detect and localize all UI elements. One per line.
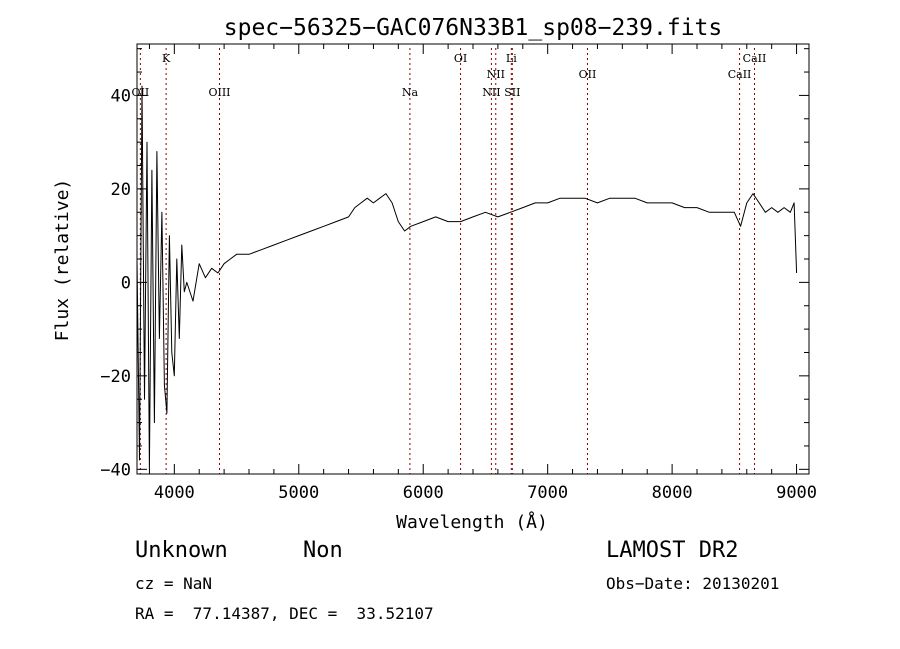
spectral-line-label: OI <box>454 52 467 65</box>
observation-date: Obs−Date: 20130201 <box>606 574 780 593</box>
spectrum-line <box>136 85 798 470</box>
spectral-line-label: Na <box>402 86 419 99</box>
y-tick-label: 20 <box>111 180 131 200</box>
spectral-line-label: K <box>162 52 171 65</box>
spectral-line-label: SII <box>504 86 520 99</box>
spectrum-line-group <box>136 85 798 470</box>
spectral-line-label: OII <box>579 68 597 81</box>
spectral-line-label: NII <box>487 68 505 81</box>
survey-label: LAMOST DR2 <box>606 538 739 563</box>
spectral-line-label: CaII <box>728 68 752 81</box>
spectral-line-label: OIII <box>208 86 230 99</box>
object-subclass: Non <box>303 538 343 563</box>
y-axis-label: Flux (relative) <box>52 179 73 342</box>
chart-title: spec−56325−GAC076N33B1_sp08−239.fits <box>224 15 723 41</box>
x-tick-label: 7000 <box>527 483 568 503</box>
spectral-line-label: OII <box>132 86 150 99</box>
y-tick-label: −20 <box>100 367 131 387</box>
x-tick-label: 6000 <box>403 483 444 503</box>
y-tick-label: 40 <box>111 86 131 106</box>
y-tick-label: 0 <box>121 273 131 293</box>
x-tick-label: 4000 <box>154 483 195 503</box>
y-tick-label: −40 <box>100 460 131 480</box>
coordinates: RA = 77.14387, DEC = 33.52107 <box>135 604 434 623</box>
redshift-cz: cz = NaN <box>135 574 213 593</box>
spectral-line-label: NII <box>482 86 500 99</box>
spectral-line-label: Li <box>506 52 517 65</box>
x-axis: 4000 5000 6000 7000 8000 9000 <box>148 44 817 503</box>
y-axis: −40 −20 0 20 40 <box>100 48 809 480</box>
x-tick-label: 9000 <box>776 483 817 503</box>
object-class: Unknown <box>135 538 228 563</box>
x-tick-label: 8000 <box>652 483 693 503</box>
spectral-line-label: CaII <box>743 52 767 65</box>
plot-frame <box>136 43 810 475</box>
x-axis-label: Wavelength (Å) <box>396 511 548 533</box>
x-tick-label: 5000 <box>278 483 319 503</box>
